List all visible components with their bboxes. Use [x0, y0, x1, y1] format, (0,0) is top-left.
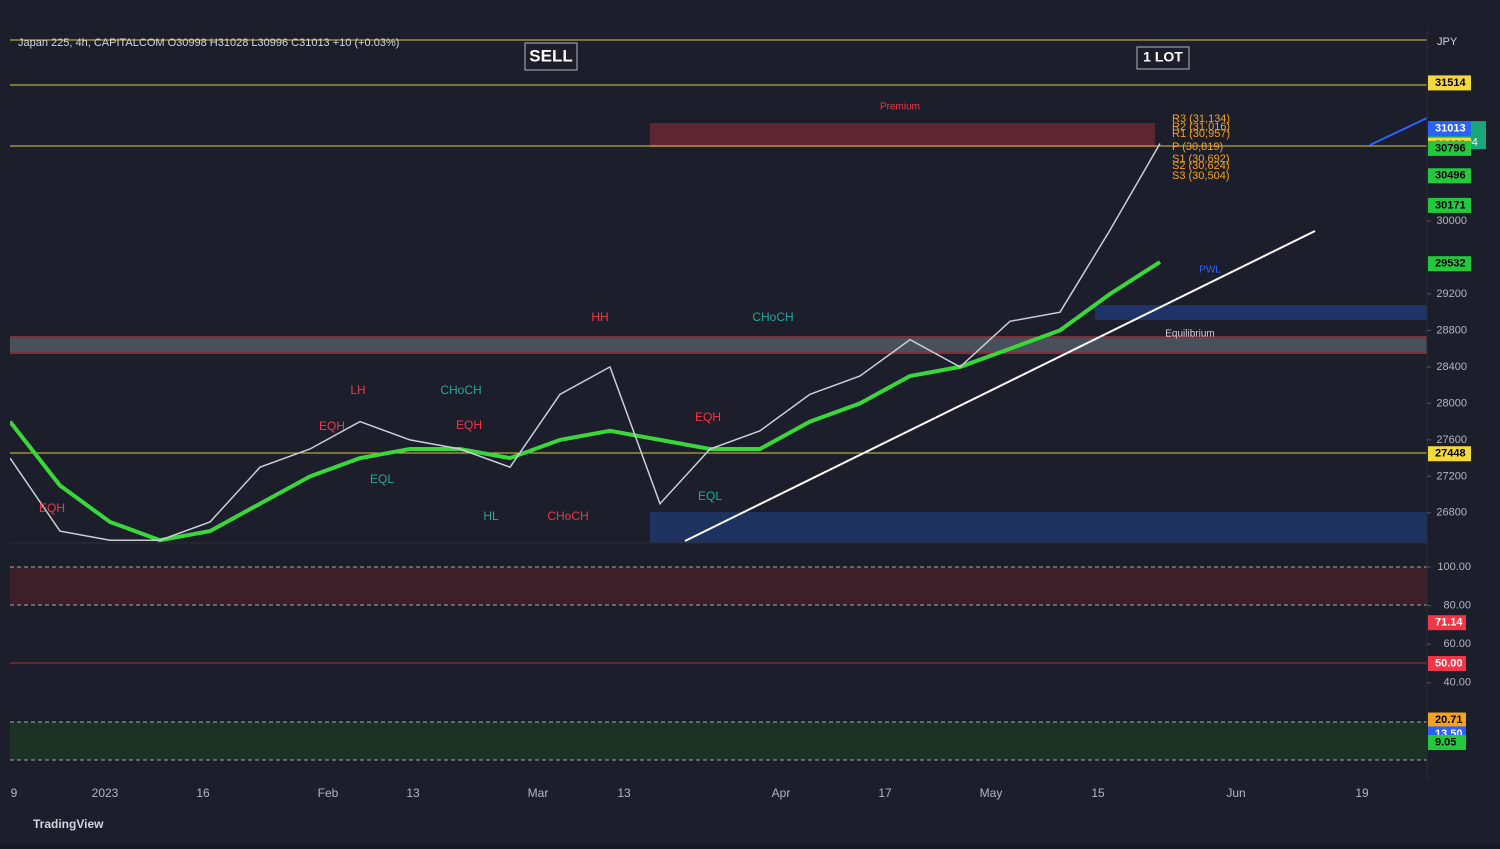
- price-tick-label: 28800: [1436, 324, 1467, 336]
- price-badge: [1428, 140, 1471, 156]
- price-badge: [1428, 256, 1471, 272]
- osc-badge-label: 71.14: [1435, 617, 1463, 629]
- osc-badge-label: 50.00: [1435, 657, 1463, 669]
- time-label: 13: [617, 786, 631, 800]
- annotation: EQH: [695, 410, 721, 424]
- pivot-label: S1 (30,692): [1172, 153, 1229, 165]
- price-tick-label: 29200: [1436, 288, 1467, 300]
- annotation: EQH: [319, 419, 345, 433]
- time-label: 13: [406, 786, 420, 800]
- osc-tick-label: 40.00: [1443, 677, 1471, 689]
- time-label: Jun: [1226, 786, 1245, 800]
- annotation: CHoCH: [440, 383, 481, 397]
- price-badge-label: 30171: [1435, 199, 1466, 211]
- annotation: EQL: [698, 489, 722, 503]
- price-pane: [10, 143, 1162, 543]
- time-label: May: [980, 786, 1003, 800]
- osc-tick-label: 80.00: [1443, 600, 1471, 612]
- price-badge: [1428, 446, 1471, 462]
- sell-label: SELL: [529, 46, 572, 65]
- pivot-label: S3 (30,504): [1172, 170, 1229, 182]
- price-badge-label: 31514: [1435, 77, 1466, 89]
- pivot-label: P (30,819): [1172, 141, 1223, 153]
- time-label: 17: [878, 786, 892, 800]
- price-tick-label: 27600: [1436, 434, 1467, 446]
- pivot-label: R3 (31,134): [1172, 113, 1230, 125]
- time-label: 16: [196, 786, 210, 800]
- oversold-zone: [10, 722, 1427, 760]
- sell-box: [524, 42, 578, 71]
- price-tick-label: 26800: [1436, 507, 1467, 519]
- annotation: CHoCH: [752, 310, 793, 324]
- demand-zone: [1095, 305, 1427, 320]
- osc-badge: [1428, 615, 1466, 631]
- time-label: Apr: [772, 786, 791, 800]
- moving-average: [10, 260, 1162, 543]
- trend-line: [1369, 117, 1428, 146]
- annotation: HL: [483, 509, 499, 523]
- price-badge: [1428, 168, 1471, 184]
- pivot-label: S2 (30,624): [1172, 160, 1229, 172]
- lot-box: [1136, 46, 1190, 70]
- price-badge-label: 30496: [1435, 170, 1466, 182]
- annotation: CHoCH: [547, 509, 588, 523]
- time-label: 9: [11, 786, 18, 800]
- premium-zone: [650, 123, 1155, 147]
- price-badge-label: 31013: [1435, 123, 1466, 135]
- price-badge: [1428, 121, 1471, 137]
- time-label: 19: [1355, 786, 1369, 800]
- pivot-label: R2 (31,016): [1172, 121, 1230, 133]
- osc-badge: [1428, 712, 1466, 728]
- price-tick-label: 30000: [1436, 215, 1467, 227]
- annotation: Premium: [880, 102, 920, 113]
- price-tick-label: 28400: [1436, 361, 1467, 373]
- price-badge-label: 30796: [1435, 142, 1466, 154]
- overbought-zone: [10, 567, 1427, 605]
- annotation: EQH: [456, 418, 482, 432]
- price-badge-label: 27448: [1435, 448, 1466, 460]
- pivot-label: R1 (30,957): [1172, 128, 1230, 140]
- price-tick-label: 27200: [1436, 470, 1467, 482]
- price-badge-label: 29532: [1435, 258, 1466, 270]
- annotation: LH: [350, 383, 365, 397]
- time-label: 15: [1091, 786, 1105, 800]
- annotation: HH: [591, 310, 608, 324]
- time-label: Mar: [528, 786, 549, 800]
- currency: JPY: [1437, 36, 1458, 48]
- annotation: PWL: [1199, 265, 1221, 276]
- osc-badge: [1428, 735, 1466, 751]
- demand-zone: [650, 512, 1427, 543]
- osc-badge-label: 20.71: [1435, 714, 1463, 726]
- annotation: EQH: [39, 501, 65, 515]
- osc-badge-label: 9.05: [1435, 736, 1456, 748]
- logo: TradingView: [33, 817, 104, 831]
- price-badge: [1428, 197, 1471, 213]
- annotation: EQL: [370, 472, 394, 486]
- symbol-info: Japan 225, 4h, CAPITALCOM O30998 H31028 …: [18, 37, 399, 49]
- time-label: 2023: [92, 786, 119, 800]
- lot-label: 1 LOT: [1143, 49, 1183, 65]
- price-tick-label: 28000: [1436, 397, 1467, 409]
- annotation: Equilibrium: [1165, 329, 1214, 340]
- equilibrium-zone: [10, 338, 1427, 352]
- osc-tick-label: 100.00: [1437, 561, 1471, 573]
- price-line: [10, 143, 1161, 541]
- trend-line: [684, 230, 1316, 542]
- time-label: Feb: [318, 786, 339, 800]
- osc-badge: [1428, 656, 1466, 671]
- price-badge: [1428, 75, 1471, 91]
- osc-tick-label: 60.00: [1443, 638, 1471, 650]
